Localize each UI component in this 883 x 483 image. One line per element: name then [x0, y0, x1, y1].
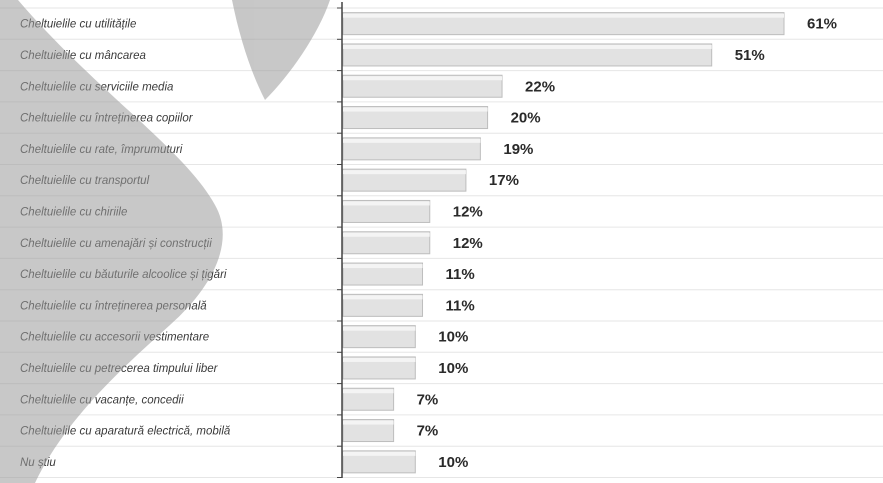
bar — [342, 199, 431, 223]
bar-value-label: 20% — [511, 110, 541, 127]
bar-value-label: 10% — [438, 454, 468, 471]
bar — [342, 356, 416, 380]
overlay-swoosh-shape — [0, 0, 223, 483]
bar-value-label: 7% — [417, 391, 439, 408]
bar-highlight — [343, 420, 394, 425]
bar-value-label: 51% — [735, 47, 765, 64]
bar-highlight — [343, 451, 416, 456]
bar — [342, 168, 467, 192]
bar-highlight — [343, 76, 503, 81]
bar — [342, 387, 395, 411]
bar-highlight — [343, 44, 712, 49]
bar-value-label: 7% — [417, 423, 439, 440]
bar — [342, 137, 481, 161]
bar — [342, 106, 489, 130]
bar-value-label: 10% — [438, 329, 468, 346]
bar-highlight — [343, 138, 481, 143]
category-label: Cheltuielile cu utilitățile — [20, 19, 136, 31]
y-axis — [337, 2, 343, 478]
bar-value-label: 11% — [446, 297, 475, 314]
bar-value-label: 11% — [446, 266, 475, 283]
bar — [342, 74, 503, 98]
overlay-graphic — [0, 0, 330, 483]
bars — [342, 12, 785, 474]
bar — [342, 450, 416, 474]
bar — [342, 293, 424, 317]
bar — [342, 43, 713, 67]
bar-value-label: 12% — [453, 235, 483, 252]
bar-highlight — [343, 107, 488, 112]
bar-value-label: 61% — [807, 16, 837, 33]
bar — [342, 419, 395, 443]
bar-highlight — [343, 13, 784, 18]
bar-highlight — [343, 170, 466, 175]
bar-value-label: 12% — [453, 203, 483, 220]
bar-value-label: 10% — [438, 360, 468, 377]
bar-highlight — [343, 326, 416, 331]
data-labels: 61% 51% 22% 20% 19% 17% 12% 12% 11% 11% 10% 10% 7% 7%… — [417, 16, 837, 471]
bar — [342, 262, 424, 286]
bar-value-label: 22% — [525, 78, 555, 95]
bar-highlight — [343, 295, 423, 300]
bar-highlight — [343, 201, 430, 206]
bar-highlight — [343, 232, 430, 237]
overlay-top-shape — [232, 0, 330, 100]
bar-value-label: 19% — [503, 141, 533, 158]
bar-highlight — [343, 264, 423, 269]
bar-highlight — [343, 357, 416, 362]
bar — [342, 325, 416, 349]
bar — [342, 12, 785, 36]
bar — [342, 231, 431, 255]
bar-value-label: 17% — [489, 172, 519, 189]
category-label: Cheltuielile cu aparatură electrică, mob… — [20, 426, 230, 438]
bar-highlight — [343, 389, 394, 394]
